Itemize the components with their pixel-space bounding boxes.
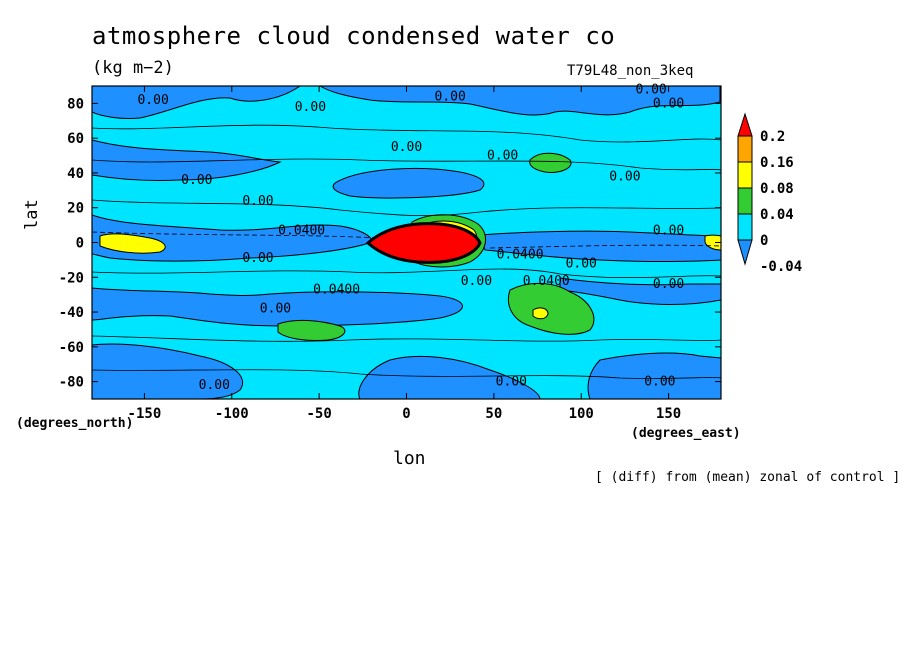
y-tick-label: -80 [59, 375, 84, 391]
contour-label: 0.0400 [523, 274, 570, 289]
contour-label: 0.00 [566, 256, 597, 271]
x-axis-label: lon [393, 448, 426, 469]
x-axis-ticks: -150 -100 -50 0 50 100 150 [128, 86, 681, 422]
y-tick-label: 20 [67, 201, 84, 217]
x-axis-unit: (degrees_east) [631, 426, 741, 441]
contour-label: 0.00 [496, 375, 527, 390]
y-axis-ticks: 80 60 40 20 0 -20 -40 -60 -80 [59, 96, 721, 391]
contour-label: 0.00 [653, 277, 684, 292]
x-tick-label: 50 [485, 406, 502, 422]
contour-label: 0.00 [295, 100, 326, 115]
colorbar-swatch [737, 213, 753, 241]
colorbar: 0.2 0.16 0.08 0.04 0 -0.04 [737, 112, 802, 275]
contour-label: 0.00 [260, 302, 291, 317]
contour-label: 0.00 [435, 89, 466, 104]
y-axis-unit: (degrees_north) [16, 416, 134, 431]
chart-title: atmosphere cloud condensed water co [92, 22, 616, 50]
contour-label: 0.00 [609, 169, 640, 184]
run-label: T79L48_non_3keq [567, 63, 694, 79]
colorbar-swatch [737, 135, 753, 163]
colorbar-label: -0.04 [760, 259, 802, 275]
contour-label: 0.00 [242, 194, 273, 209]
contour-label: 0.00 [653, 96, 684, 111]
contour-label: 0.00 [242, 251, 273, 266]
contour-label: 0.00 [487, 149, 518, 164]
y-tick-label: 60 [67, 131, 84, 147]
colorbar-label: 0 [760, 233, 768, 249]
colorbar-label: 0.08 [760, 181, 794, 197]
colorbar-label: 0.2 [760, 129, 785, 145]
colorbar-swatch [737, 161, 753, 189]
contour-label: 0.00 [391, 140, 422, 155]
contour-label: 0.00 [644, 375, 675, 390]
x-tick-label: 100 [569, 406, 594, 422]
contour-label: 0.0400 [313, 282, 360, 297]
y-tick-label: 40 [67, 166, 84, 182]
contour-labels: 0.00 0.000.00 0.000.000.000.000.00 0.000.00… [137, 82, 684, 393]
colorbar-label: 0.16 [760, 155, 794, 171]
x-tick-label: 0 [402, 406, 410, 422]
y-tick-label: 80 [67, 96, 84, 112]
positive-regions [99, 152, 721, 341]
chart-units: (kg m−2) [92, 58, 174, 78]
colorbar-swatch [737, 239, 753, 266]
x-tick-label: 150 [656, 406, 681, 422]
negative-regions [92, 86, 721, 399]
y-tick-label: -60 [59, 340, 84, 356]
x-tick-label: -100 [215, 406, 249, 422]
colorbar-swatch [737, 112, 753, 137]
contour-label: 0.00 [635, 82, 666, 97]
contour-lines [92, 124, 721, 379]
y-tick-label: 0 [76, 236, 84, 252]
contour-label: 0.00 [199, 378, 230, 393]
contour-label: 0.00 [653, 223, 684, 238]
colorbar-label: 0.04 [760, 207, 794, 223]
colorbar-swatch [737, 187, 753, 215]
contour-label: 0.0400 [497, 248, 544, 263]
contour-label: 0.00 [137, 93, 168, 108]
x-tick-label: -150 [128, 406, 162, 422]
y-tick-label: -40 [59, 305, 84, 321]
contour-label: 0.00 [181, 173, 212, 188]
x-tick-label: -50 [306, 406, 331, 422]
contour-field [92, 86, 721, 399]
contour-label: 0.00 [461, 274, 492, 289]
y-tick-label: -20 [59, 270, 84, 286]
difference-note: [ (diff) from (mean) zonal of control ] [595, 470, 901, 485]
contour-label: 0.0400 [278, 223, 325, 238]
